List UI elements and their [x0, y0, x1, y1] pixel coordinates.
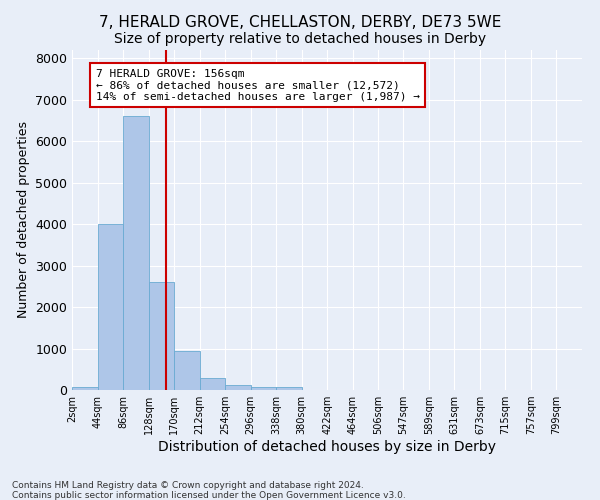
X-axis label: Distribution of detached houses by size in Derby: Distribution of detached houses by size … — [158, 440, 496, 454]
Bar — [174, 350, 200, 390]
Bar — [149, 282, 174, 390]
Bar — [276, 387, 302, 390]
Text: Size of property relative to detached houses in Derby: Size of property relative to detached ho… — [114, 32, 486, 46]
Text: 7 HERALD GROVE: 156sqm
← 86% of detached houses are smaller (12,572)
14% of semi: 7 HERALD GROVE: 156sqm ← 86% of detached… — [96, 68, 420, 102]
Bar — [251, 386, 276, 390]
Text: Contains public sector information licensed under the Open Government Licence v3: Contains public sector information licen… — [12, 490, 406, 500]
Text: 7, HERALD GROVE, CHELLASTON, DERBY, DE73 5WE: 7, HERALD GROVE, CHELLASTON, DERBY, DE73… — [99, 15, 501, 30]
Bar — [200, 378, 225, 390]
Bar — [98, 224, 123, 390]
Bar — [225, 386, 251, 390]
Bar — [72, 387, 98, 390]
Bar — [123, 116, 149, 390]
Text: Contains HM Land Registry data © Crown copyright and database right 2024.: Contains HM Land Registry data © Crown c… — [12, 480, 364, 490]
Y-axis label: Number of detached properties: Number of detached properties — [17, 122, 29, 318]
